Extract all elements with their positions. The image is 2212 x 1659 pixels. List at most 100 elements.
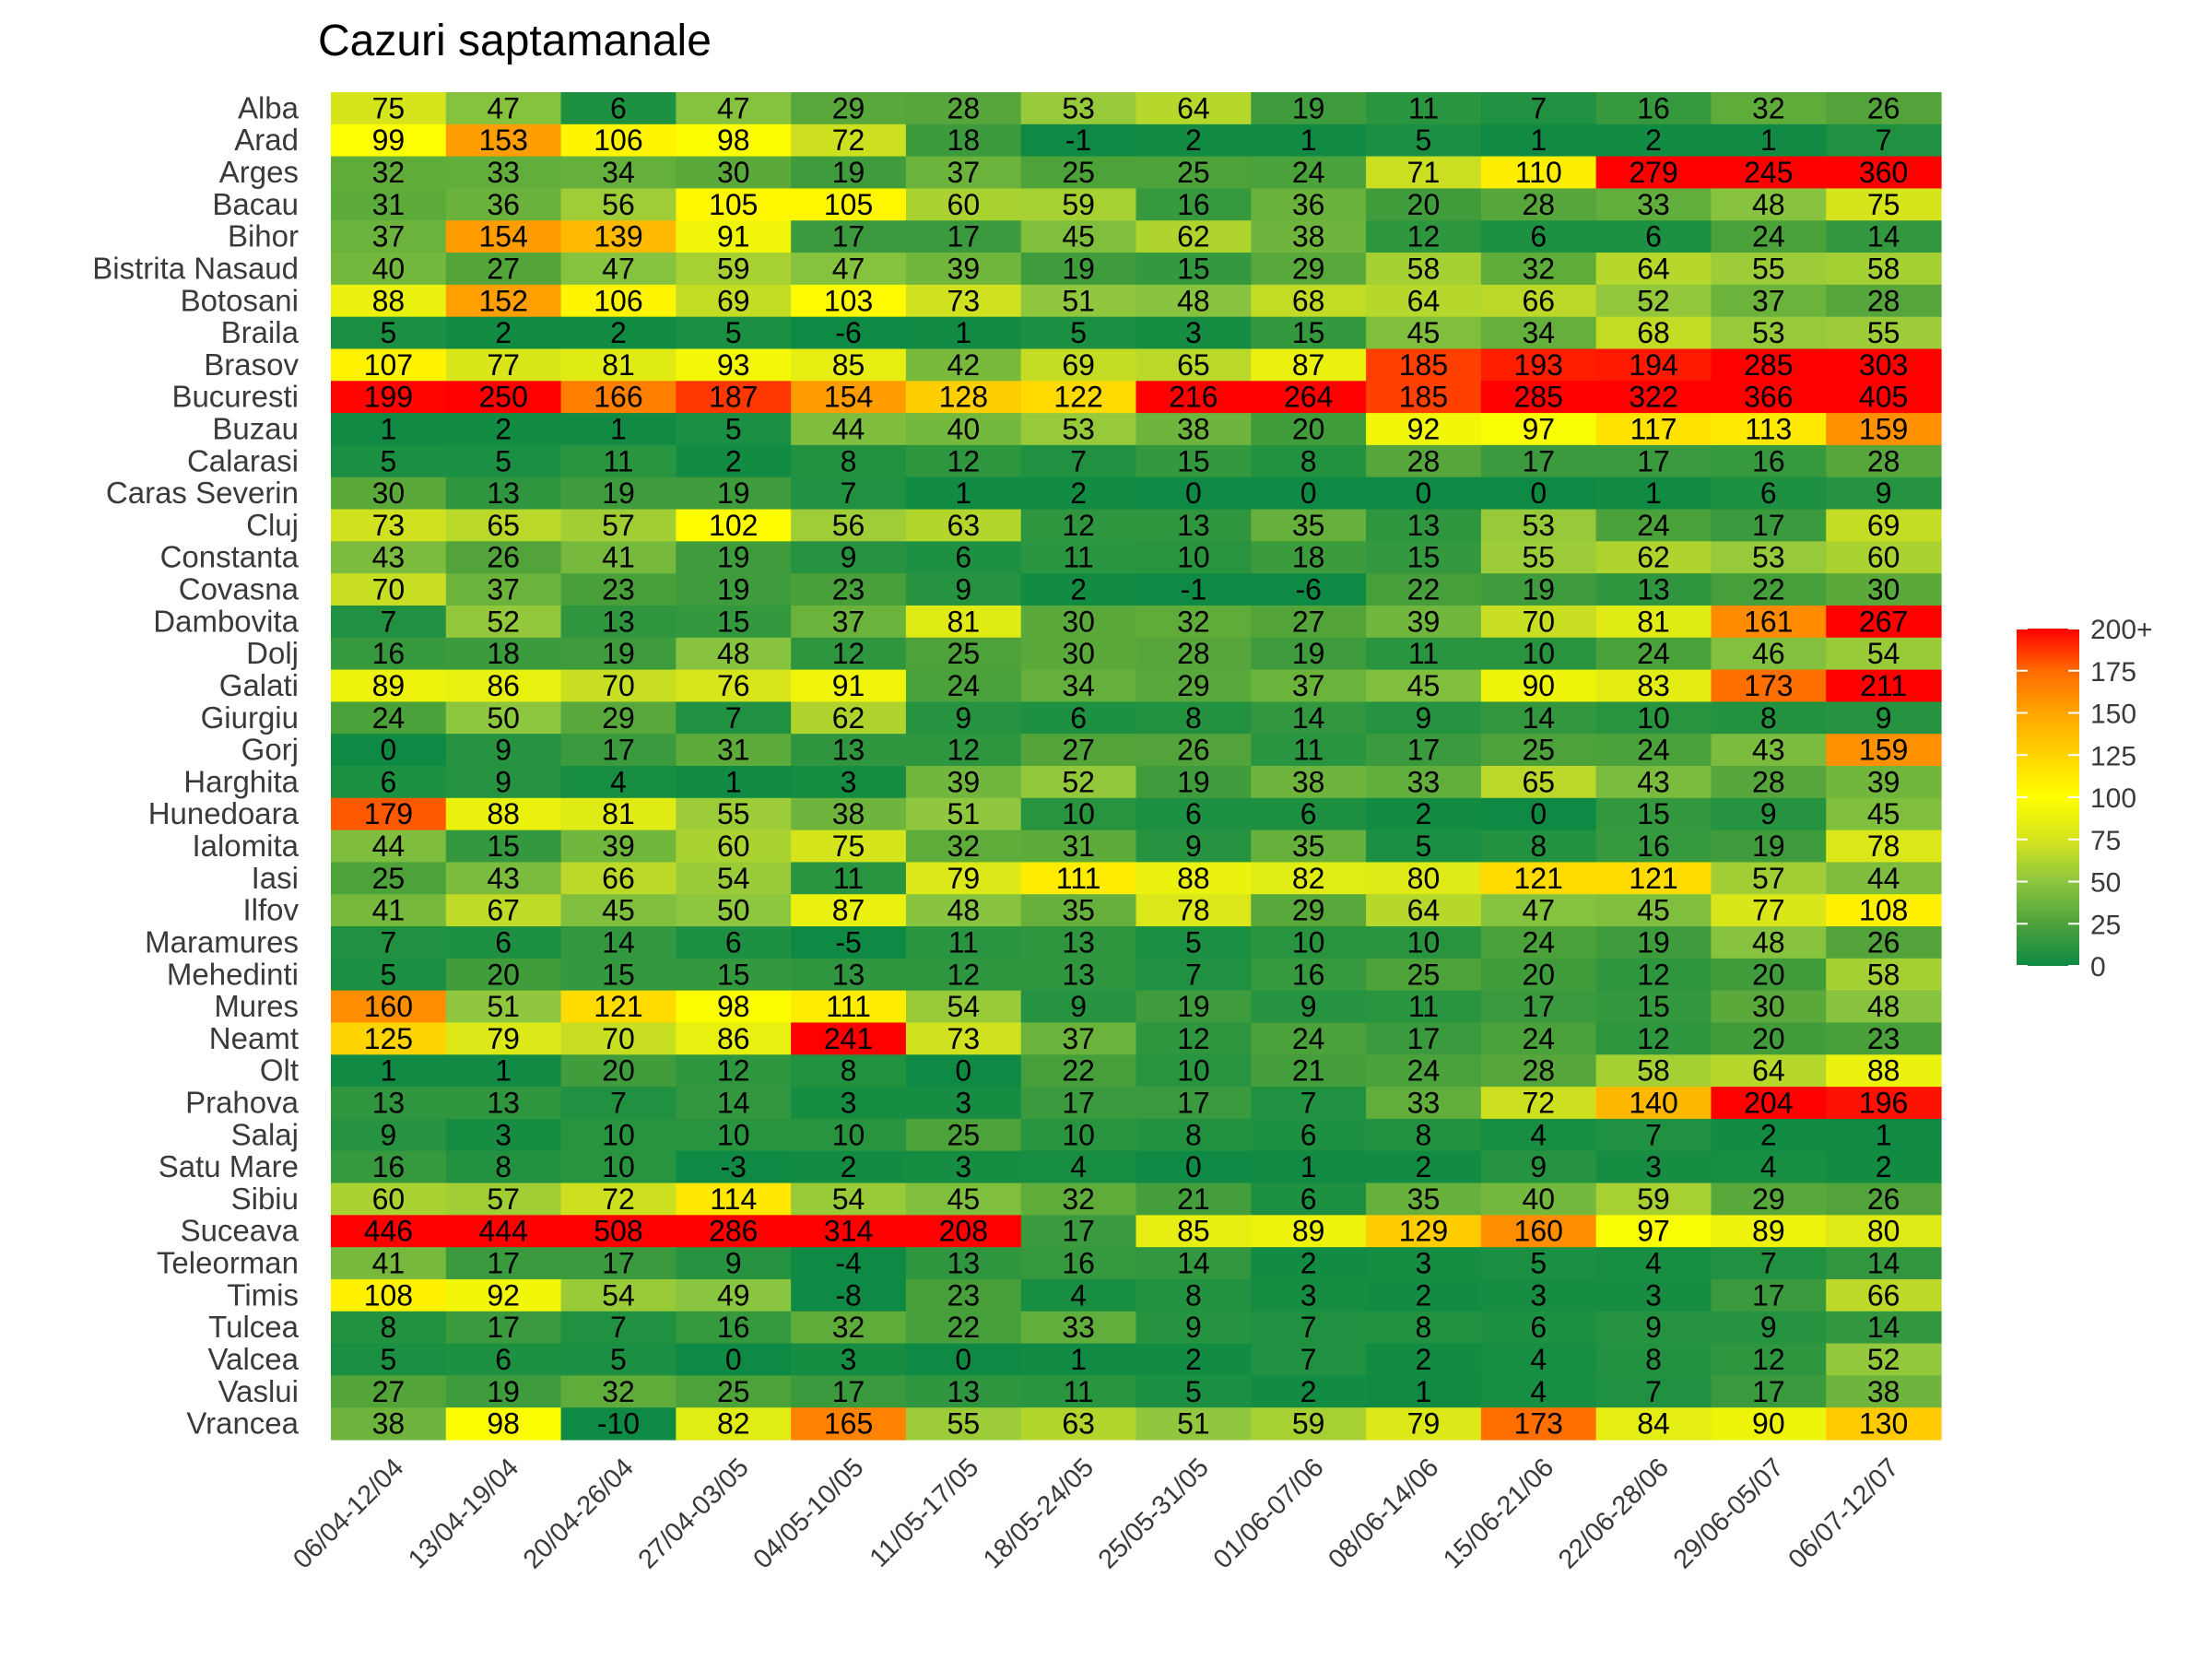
heatmap-cell	[905, 830, 1022, 864]
heatmap-cell	[1251, 156, 1367, 190]
heatmap-cell	[791, 1087, 907, 1120]
cell-value: 38	[1292, 220, 1325, 253]
heatmap-cell	[905, 381, 1022, 414]
heatmap-cell	[791, 1054, 907, 1088]
cell-value: 82	[1292, 862, 1325, 895]
cell-value: 18	[1292, 541, 1325, 574]
cell-value: 90	[1752, 1407, 1785, 1441]
cell-value: 11	[1293, 734, 1324, 767]
heatmap-cell	[791, 1278, 907, 1312]
heatmap-cell	[1020, 1215, 1137, 1248]
heatmap-cell	[1366, 573, 1482, 606]
cell-value: 9	[1876, 477, 1892, 510]
cell-value: 55	[1867, 316, 1900, 349]
heatmap-cell	[560, 188, 677, 221]
row-label: Sibiu	[231, 1182, 299, 1216]
heatmap-cell	[1251, 477, 1367, 511]
heatmap-cell	[1020, 669, 1137, 702]
heatmap-cell	[560, 1247, 677, 1280]
cell-value: 88	[372, 284, 406, 317]
heatmap-cell	[1366, 1150, 1482, 1184]
heatmap-cell	[1711, 1054, 1827, 1088]
heatmap-cell	[560, 381, 677, 414]
heatmap-cell	[1480, 734, 1597, 767]
cell-value: 27	[372, 1375, 406, 1408]
heatmap-cell	[1711, 797, 1827, 831]
cell-value: 22	[1062, 1054, 1095, 1088]
heatmap-cell	[1826, 958, 1942, 992]
heatmap-cell	[1480, 509, 1597, 542]
cell-value: 41	[372, 1247, 406, 1280]
cell-value: 113	[1745, 413, 1792, 446]
heatmap-cell	[331, 1247, 447, 1280]
cell-value: 23	[1867, 1022, 1900, 1055]
heatmap-cell	[1480, 1118, 1597, 1152]
cell-value: 2	[1185, 1343, 1202, 1376]
cell-value: 20	[1752, 1022, 1785, 1055]
heatmap-cell	[676, 1054, 792, 1088]
heatmap-cell	[1480, 316, 1597, 350]
cell-value: 17	[1407, 734, 1441, 767]
heatmap-cell	[1135, 1311, 1252, 1345]
heatmap-cell	[1135, 92, 1252, 125]
cell-value: 19	[717, 477, 750, 510]
heatmap-cell	[331, 156, 447, 190]
cell-value: 11	[1408, 637, 1439, 670]
cell-value: 194	[1629, 348, 1677, 382]
cell-value: 30	[1752, 990, 1785, 1023]
heatmap-cell	[1826, 188, 1942, 221]
column-label: 11/05-17/05	[865, 1453, 985, 1573]
cell-value: 30	[717, 156, 750, 189]
cell-value: 2	[1070, 573, 1087, 606]
cell-value: 30	[1062, 605, 1095, 638]
heatmap-cell	[331, 830, 447, 864]
column-label: 13/04-19/04	[403, 1453, 524, 1574]
cell-value: 15	[1177, 444, 1210, 477]
heatmap-cell	[1135, 862, 1252, 895]
cell-value: -6	[1295, 573, 1321, 606]
cell-value: 199	[364, 381, 413, 414]
heatmap-cell	[331, 926, 447, 959]
heatmap-cell	[1251, 1087, 1367, 1120]
cell-value: 20	[1752, 958, 1785, 991]
cell-value: 89	[1292, 1215, 1325, 1248]
cell-value: 20	[1292, 413, 1325, 446]
cell-value: 23	[602, 573, 635, 606]
heatmap-cell	[1020, 797, 1137, 831]
heatmap-cell	[1135, 605, 1252, 639]
cell-value: 5	[380, 1343, 396, 1376]
heatmap-cell	[331, 1150, 447, 1184]
cell-value: 159	[1859, 413, 1908, 446]
heatmap-cell	[1711, 541, 1827, 574]
heatmap-cell	[905, 926, 1022, 959]
heatmap-cell	[905, 284, 1022, 318]
heatmap-cell	[1711, 1118, 1827, 1152]
heatmap-cell	[791, 605, 907, 639]
cell-value: 8	[1416, 1118, 1432, 1151]
heatmap-cell	[1251, 1247, 1367, 1280]
heatmap-cell	[905, 1054, 1022, 1088]
cell-value: 27	[1062, 734, 1095, 767]
heatmap-cell	[1251, 1278, 1367, 1312]
heatmap-cell	[1135, 1150, 1252, 1184]
heatmap-cell	[1020, 348, 1137, 382]
cell-value: 24	[372, 701, 406, 735]
cell-value: 12	[1637, 1022, 1670, 1055]
heatmap-cell	[445, 1278, 562, 1312]
cell-value: 2	[1416, 797, 1432, 830]
cell-value: 40	[947, 413, 981, 446]
cell-value: 1	[610, 413, 627, 446]
heatmap-cell	[1020, 605, 1137, 639]
heatmap-cell	[676, 1087, 792, 1120]
cell-value: 28	[1867, 284, 1900, 317]
cell-value: 24	[1292, 156, 1325, 189]
cell-value: 33	[1062, 1311, 1095, 1344]
heatmap-cell	[1595, 1247, 1712, 1280]
heatmap-cell	[1135, 541, 1252, 574]
cell-value: 102	[709, 509, 758, 542]
cell-value: 69	[1867, 509, 1900, 542]
cell-value: 20	[602, 1054, 635, 1088]
heatmap-cell	[1826, 92, 1942, 125]
cell-value: 29	[602, 701, 635, 735]
heatmap-cell	[905, 1311, 1022, 1345]
